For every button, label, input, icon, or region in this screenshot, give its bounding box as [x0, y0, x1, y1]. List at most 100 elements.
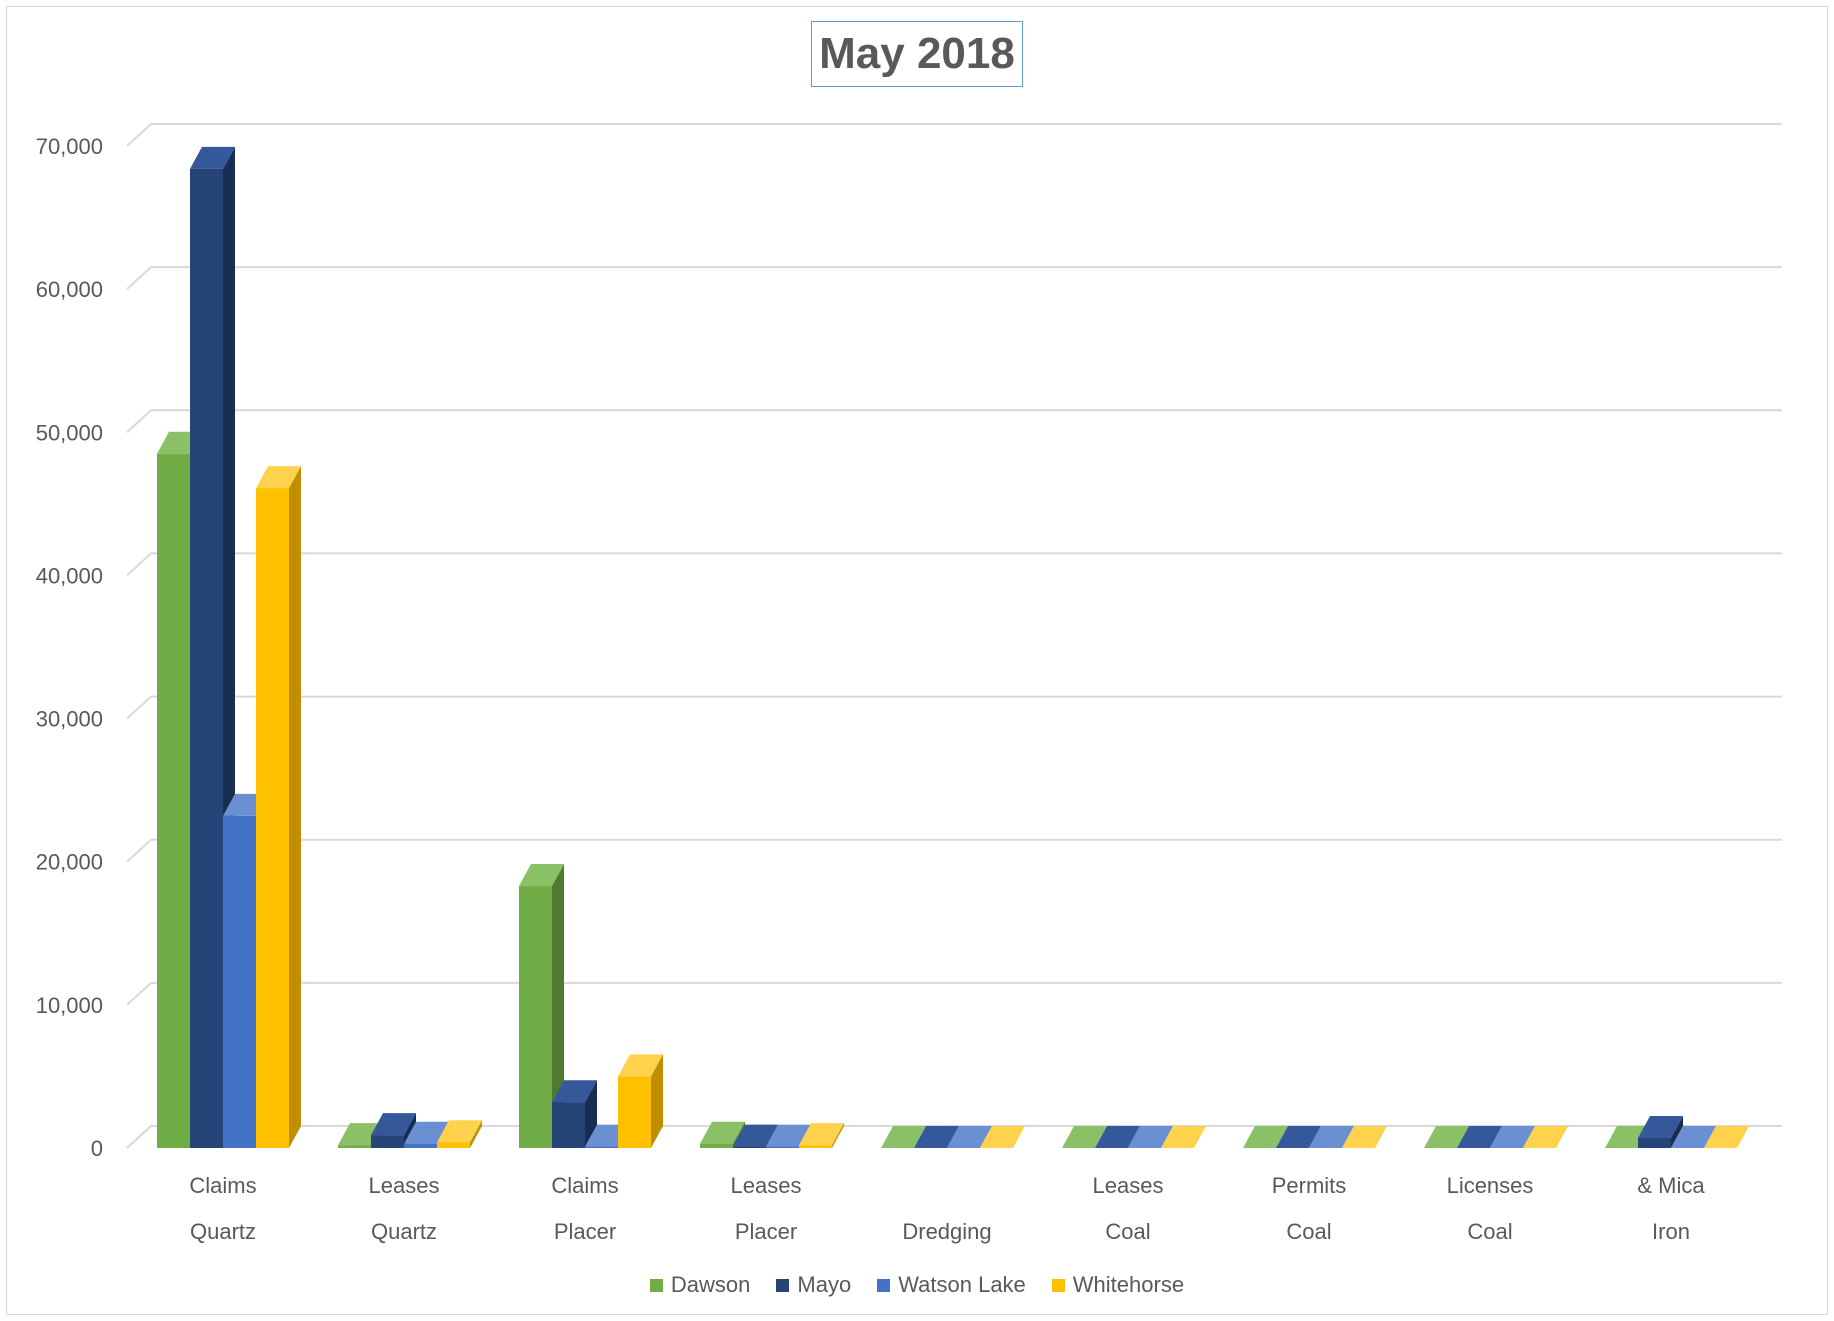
- legend-item: Dawson: [649, 1272, 751, 1298]
- bar-side: [1671, 1115, 1683, 1148]
- x-category-label-line2: Quartz: [190, 1219, 256, 1244]
- x-category-label-line1: Leases: [1093, 1173, 1164, 1198]
- bar-whitehorse-6: [1342, 1126, 1387, 1148]
- gridline: [126, 266, 1782, 290]
- bar-watson-lake-7: [1490, 1126, 1535, 1148]
- chart-title: May 2018: [819, 29, 1015, 78]
- bar-top: [1161, 1126, 1206, 1148]
- bar-top: [1276, 1126, 1321, 1148]
- legend-label: Dawson: [670, 1272, 751, 1297]
- x-category-label-line2: Dredging: [902, 1219, 991, 1244]
- bar-top: [437, 1120, 482, 1143]
- bar-top: [552, 1080, 597, 1103]
- legend-swatch: [776, 1278, 790, 1292]
- bar-top: [190, 146, 235, 169]
- bar-front: [256, 488, 289, 1148]
- x-category-label-line1: Claims: [551, 1173, 618, 1198]
- gridline: [126, 552, 1782, 577]
- bar-front: [733, 1146, 766, 1148]
- chart-area: [6, 6, 1828, 1315]
- bar-front: [585, 1146, 618, 1148]
- y-tick-label: 30,000: [36, 707, 103, 732]
- x-category-label-line1: Claims: [189, 1173, 256, 1198]
- legend-item: Mayo: [776, 1272, 851, 1298]
- gridline: [126, 838, 1782, 863]
- bar-mayo-5: [1095, 1126, 1140, 1148]
- bar-whitehorse-1: [437, 1120, 482, 1148]
- bar-top: [914, 1126, 959, 1148]
- gridline: [126, 695, 1782, 720]
- bar-front: [404, 1143, 437, 1148]
- bar-dawson-6: [1243, 1126, 1288, 1148]
- bar-watson-lake-6: [1309, 1126, 1354, 1148]
- x-category-label-line2: Coal: [1105, 1219, 1150, 1244]
- bar-top: [1638, 1115, 1683, 1138]
- gridline: [126, 123, 1782, 147]
- bar-whitehorse-8: [1704, 1126, 1749, 1148]
- y-tick-label: 20,000: [36, 850, 103, 875]
- bar-front: [371, 1135, 404, 1148]
- bar-front: [552, 1102, 585, 1148]
- bar-mayo-1: [371, 1113, 416, 1148]
- bar-front: [700, 1143, 733, 1148]
- legend-swatch: [649, 1278, 663, 1292]
- bar-top: [1490, 1126, 1535, 1148]
- bar-top: [700, 1121, 745, 1144]
- x-category-label-line2: Placer: [735, 1219, 797, 1244]
- x-category-label-line2: Coal: [1286, 1219, 1331, 1244]
- bar-top: [799, 1123, 844, 1146]
- legend-swatch: [1051, 1278, 1065, 1292]
- bar-front: [190, 168, 223, 1149]
- bar-whitehorse-2: [618, 1054, 663, 1148]
- bar-top: [1309, 1126, 1354, 1148]
- bar-front: [223, 815, 256, 1148]
- bar-mayo-7: [1457, 1126, 1502, 1148]
- bar-watson-lake-8: [1671, 1126, 1716, 1148]
- bar-top: [733, 1124, 778, 1147]
- bar-side: [552, 864, 564, 1148]
- x-category-label-line1: Licenses: [1447, 1173, 1534, 1198]
- y-tick-label: 60,000: [36, 277, 103, 302]
- legend-item: Watson Lake: [877, 1272, 1026, 1298]
- y-tick-label: 10,000: [36, 993, 103, 1018]
- gridline: [126, 409, 1782, 434]
- bar-top: [371, 1113, 416, 1136]
- bar-top: [1424, 1126, 1469, 1148]
- bar-whitehorse-3: [799, 1123, 844, 1148]
- bar-top: [1095, 1126, 1140, 1148]
- bar-top: [947, 1126, 992, 1148]
- bar-dawson-4: [881, 1126, 926, 1148]
- bar-whitehorse-7: [1523, 1126, 1568, 1148]
- bar-top: [1062, 1126, 1107, 1148]
- y-tick-label: 70,000: [36, 134, 103, 159]
- bar-side: [651, 1054, 663, 1148]
- bar-front: [437, 1142, 470, 1148]
- bar-front: [338, 1145, 371, 1148]
- bar-top: [980, 1126, 1025, 1148]
- bar-top: [766, 1124, 811, 1147]
- bar-mayo-4: [914, 1126, 959, 1148]
- x-category-label-line1: Leases: [369, 1173, 440, 1198]
- bar-front: [799, 1145, 832, 1148]
- x-category-label-line2: Placer: [554, 1219, 616, 1244]
- bar-watson-lake-5: [1128, 1126, 1173, 1148]
- gridline: [126, 981, 1782, 1006]
- x-category-label-line2: Quartz: [371, 1219, 437, 1244]
- bar-top: [1128, 1126, 1173, 1148]
- x-category-label-line1: & Mica: [1637, 1173, 1705, 1198]
- x-category-label-line1: Permits: [1272, 1173, 1347, 1198]
- bar-front: [766, 1146, 799, 1148]
- bar-whitehorse-5: [1161, 1126, 1206, 1148]
- bar-front: [618, 1076, 651, 1148]
- bar-top: [1243, 1126, 1288, 1148]
- legend-item: Whitehorse: [1051, 1272, 1184, 1298]
- legend-label: Watson Lake: [898, 1272, 1026, 1297]
- bar-watson-lake-4: [947, 1126, 992, 1148]
- bar-top: [1704, 1126, 1749, 1148]
- bar-top: [1457, 1126, 1502, 1148]
- bar-side: [289, 466, 301, 1148]
- bar-dawson-5: [1062, 1126, 1107, 1148]
- chart-legend: Dawson Mayo Watson Lake Whitehorse: [0, 1272, 1834, 1298]
- y-tick-label: 50,000: [36, 420, 103, 445]
